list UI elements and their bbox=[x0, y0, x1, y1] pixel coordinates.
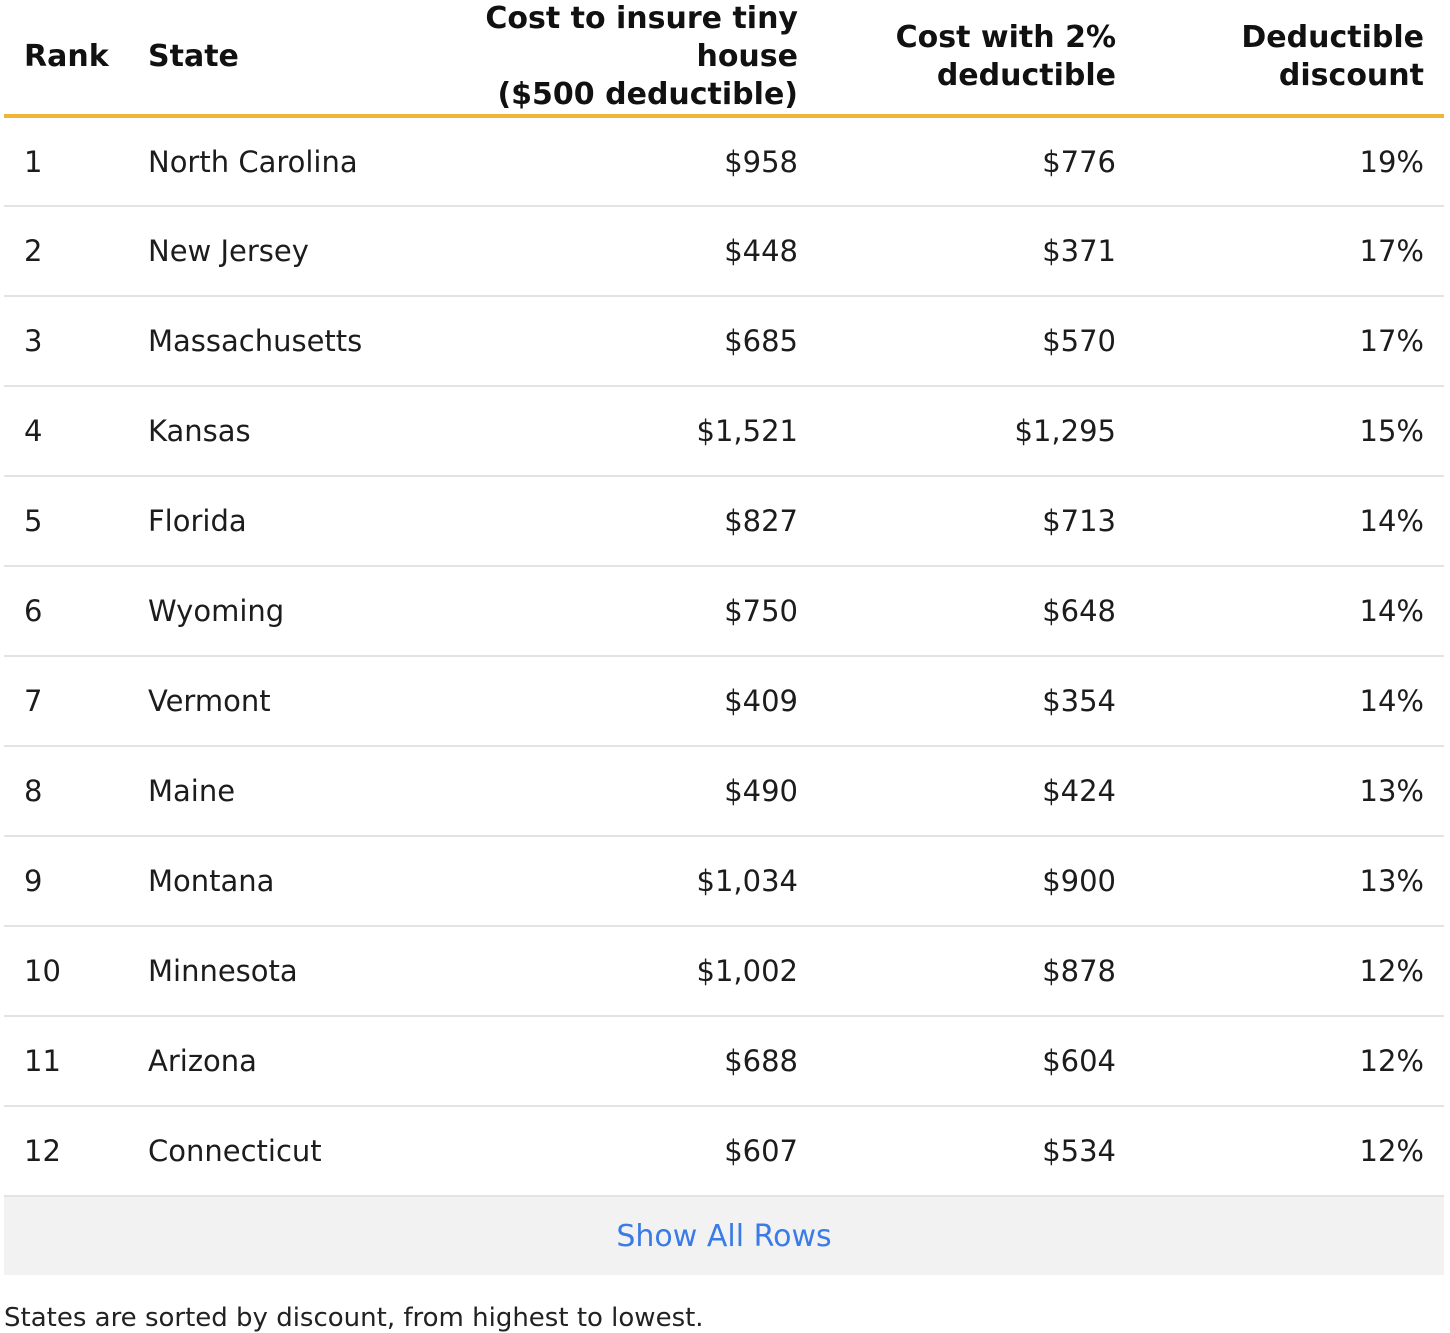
table-row: 3 Massachusetts $685 $570 17% bbox=[4, 296, 1444, 387]
cell-rank: 4 bbox=[4, 386, 128, 477]
header-cost[interactable]: Cost to insure tiny house ($500 deductib… bbox=[428, 0, 818, 118]
cell-cost: $958 bbox=[428, 116, 818, 207]
cell-cost-2pct: $604 bbox=[818, 1016, 1136, 1107]
table-row: 12 Connecticut $607 $534 12% bbox=[4, 1106, 1444, 1197]
header-cost-2pct-line1: Cost with 2% bbox=[895, 20, 1116, 55]
cell-state: Montana bbox=[128, 836, 428, 927]
cell-discount: 13% bbox=[1136, 746, 1444, 837]
cell-cost-2pct: $570 bbox=[818, 296, 1136, 387]
cell-state: Arizona bbox=[128, 1016, 428, 1107]
cell-cost-2pct: $713 bbox=[818, 476, 1136, 567]
insurance-cost-table: Rank State Cost to insure tiny house ($5… bbox=[4, 0, 1444, 1197]
cell-cost: $1,521 bbox=[428, 386, 818, 477]
table-row: 5 Florida $827 $713 14% bbox=[4, 476, 1444, 567]
cell-discount: 17% bbox=[1136, 206, 1444, 297]
cell-discount: 12% bbox=[1136, 1106, 1444, 1197]
header-cost-line1: Cost to insure tiny house bbox=[485, 1, 798, 74]
cell-discount: 15% bbox=[1136, 386, 1444, 477]
cell-cost: $448 bbox=[428, 206, 818, 297]
table-container: Rank State Cost to insure tiny house ($5… bbox=[4, 0, 1444, 1333]
cell-discount: 14% bbox=[1136, 566, 1444, 657]
cell-cost-2pct: $1,295 bbox=[818, 386, 1136, 477]
cell-rank: 9 bbox=[4, 836, 128, 927]
cell-cost-2pct: $900 bbox=[818, 836, 1136, 927]
table-row: 4 Kansas $1,521 $1,295 15% bbox=[4, 386, 1444, 477]
cell-cost: $827 bbox=[428, 476, 818, 567]
cell-cost: $490 bbox=[428, 746, 818, 837]
cell-cost: $750 bbox=[428, 566, 818, 657]
table-row: 2 New Jersey $448 $371 17% bbox=[4, 206, 1444, 297]
header-cost-2pct[interactable]: Cost with 2% deductible bbox=[818, 0, 1136, 118]
cell-cost-2pct: $776 bbox=[818, 116, 1136, 207]
cell-rank: 1 bbox=[4, 116, 128, 207]
cell-state: Vermont bbox=[128, 656, 428, 747]
table-footnote: States are sorted by discount, from high… bbox=[4, 1303, 704, 1333]
cell-cost-2pct: $878 bbox=[818, 926, 1136, 1017]
cell-cost: $685 bbox=[428, 296, 818, 387]
cell-cost: $1,034 bbox=[428, 836, 818, 927]
cell-discount: 13% bbox=[1136, 836, 1444, 927]
cell-discount: 12% bbox=[1136, 1016, 1444, 1107]
header-discount-line2: discount bbox=[1278, 58, 1424, 93]
header-discount-line1: Deductible bbox=[1241, 20, 1424, 55]
cell-rank: 2 bbox=[4, 206, 128, 297]
cell-state: Massachusetts bbox=[128, 296, 428, 387]
cell-state: Maine bbox=[128, 746, 428, 837]
cell-cost-2pct: $424 bbox=[818, 746, 1136, 837]
cell-state: Connecticut bbox=[128, 1106, 428, 1197]
cell-rank: 7 bbox=[4, 656, 128, 747]
cell-rank: 6 bbox=[4, 566, 128, 657]
cell-state: Kansas bbox=[128, 386, 428, 477]
cell-discount: 14% bbox=[1136, 656, 1444, 747]
table-row: 11 Arizona $688 $604 12% bbox=[4, 1016, 1444, 1107]
cell-state: Wyoming bbox=[128, 566, 428, 657]
cell-rank: 3 bbox=[4, 296, 128, 387]
cell-state: Florida bbox=[128, 476, 428, 567]
table-row: 8 Maine $490 $424 13% bbox=[4, 746, 1444, 837]
cell-cost-2pct: $354 bbox=[818, 656, 1136, 747]
table-row: 1 North Carolina $958 $776 19% bbox=[4, 116, 1444, 207]
cell-discount: 17% bbox=[1136, 296, 1444, 387]
cell-rank: 10 bbox=[4, 926, 128, 1017]
header-rank[interactable]: Rank bbox=[4, 0, 128, 118]
header-discount[interactable]: Deductible discount bbox=[1136, 0, 1444, 118]
cell-cost-2pct: $371 bbox=[818, 206, 1136, 297]
cell-state: New Jersey bbox=[128, 206, 428, 297]
cell-cost: $688 bbox=[428, 1016, 818, 1107]
table-row: 7 Vermont $409 $354 14% bbox=[4, 656, 1444, 747]
cell-discount: 19% bbox=[1136, 116, 1444, 207]
header-state[interactable]: State bbox=[128, 0, 428, 118]
table-row: 9 Montana $1,034 $900 13% bbox=[4, 836, 1444, 927]
cell-state: North Carolina bbox=[128, 116, 428, 207]
cell-cost-2pct: $534 bbox=[818, 1106, 1136, 1197]
header-row: Rank State Cost to insure tiny house ($5… bbox=[4, 0, 1444, 118]
table-header: Rank State Cost to insure tiny house ($5… bbox=[4, 0, 1444, 118]
cell-rank: 5 bbox=[4, 476, 128, 567]
header-cost-line2: ($500 deductible) bbox=[497, 77, 798, 112]
cell-rank: 8 bbox=[4, 746, 128, 837]
show-all-rows-button[interactable]: Show All Rows bbox=[4, 1197, 1444, 1275]
cell-state: Minnesota bbox=[128, 926, 428, 1017]
cell-cost: $1,002 bbox=[428, 926, 818, 1017]
cell-rank: 12 bbox=[4, 1106, 128, 1197]
header-cost-2pct-line2: deductible bbox=[936, 58, 1116, 93]
cell-cost-2pct: $648 bbox=[818, 566, 1136, 657]
cell-cost: $607 bbox=[428, 1106, 818, 1197]
cell-discount: 12% bbox=[1136, 926, 1444, 1017]
cell-rank: 11 bbox=[4, 1016, 128, 1107]
table-body: 1 North Carolina $958 $776 19% 2 New Jer… bbox=[4, 116, 1444, 1197]
table-row: 10 Minnesota $1,002 $878 12% bbox=[4, 926, 1444, 1017]
cell-discount: 14% bbox=[1136, 476, 1444, 567]
cell-cost: $409 bbox=[428, 656, 818, 747]
table-row: 6 Wyoming $750 $648 14% bbox=[4, 566, 1444, 657]
